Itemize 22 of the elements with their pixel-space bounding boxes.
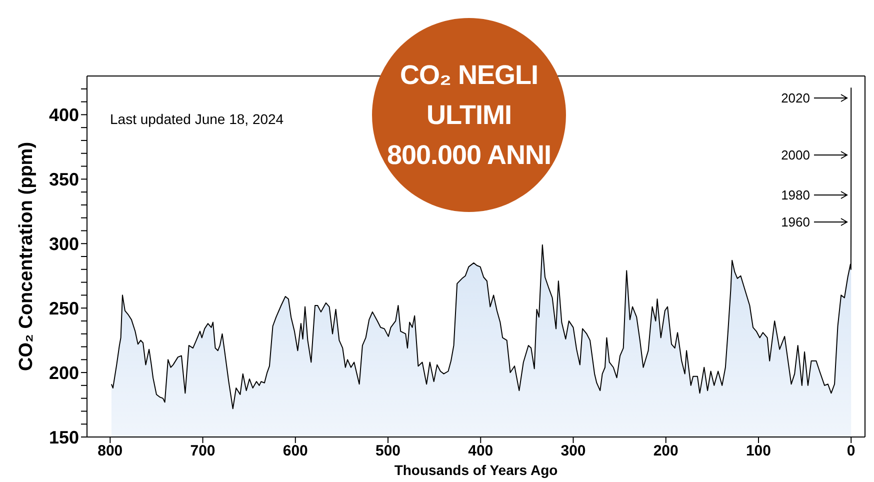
annotation: Last updated June 18, 2024 — [110, 111, 284, 127]
x-tick-label: 400 — [468, 442, 494, 460]
annotation: 1960 — [781, 214, 810, 230]
x-tick-label: 600 — [282, 442, 308, 460]
x-tick-label: 300 — [560, 442, 586, 460]
x-tick-label: 100 — [746, 442, 772, 460]
y-tick-label: 150 — [48, 427, 79, 448]
x-tick-label: 200 — [653, 442, 678, 460]
y-axis-title: CO₂ Concentration (ppm) — [16, 142, 37, 372]
annotation: 2000 — [781, 148, 810, 163]
y-tick-label: 250 — [48, 298, 79, 318]
x-tick-label: 700 — [190, 442, 216, 460]
annotation: 2020 — [781, 90, 810, 106]
x-axis-title: Thousands of Years Ago — [393, 462, 559, 479]
y-tick-label: 350 — [48, 170, 79, 190]
y-tick-label: 200 — [48, 362, 79, 383]
x-tick-label: 0 — [846, 442, 856, 460]
y-tick-label: 400 — [48, 105, 79, 126]
x-tick-label: 500 — [375, 442, 401, 460]
y-tick-label: 300 — [48, 234, 79, 254]
annotation: 1980 — [781, 188, 810, 203]
x-tick-label: 800 — [98, 442, 123, 460]
